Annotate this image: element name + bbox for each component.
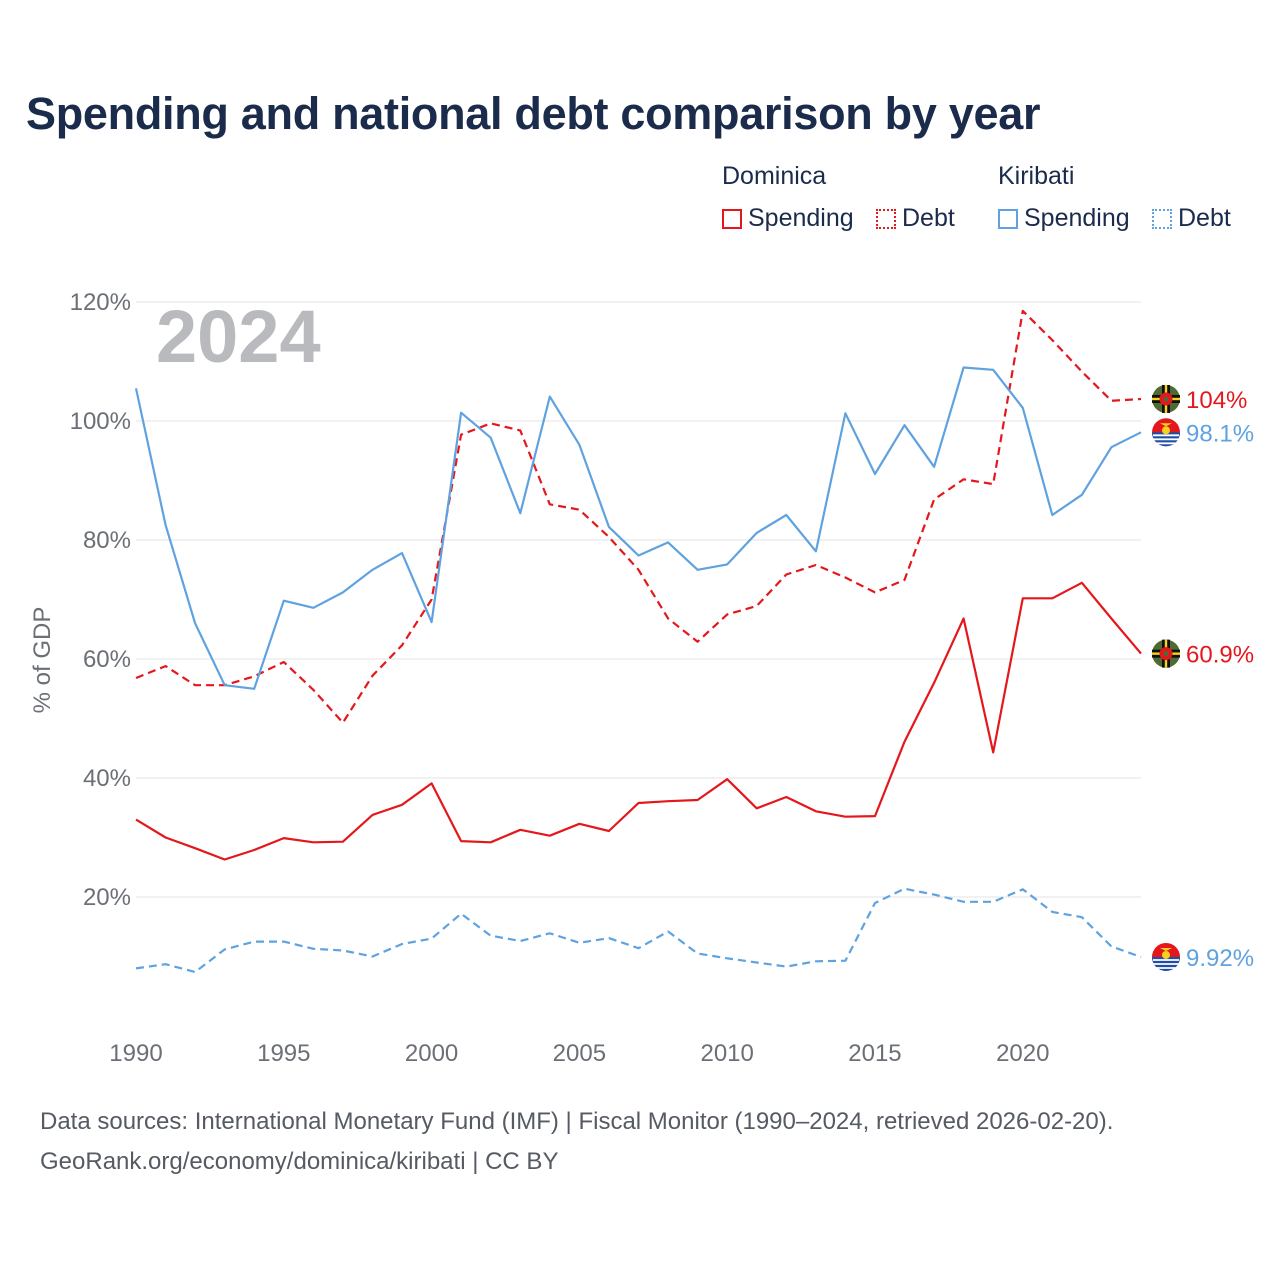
- legend-swatch-dotted: [876, 208, 896, 229]
- end-value-label: 98.1%: [1186, 420, 1254, 447]
- legend-item-label: Debt: [1178, 204, 1231, 232]
- legend-item-label: Spending: [748, 204, 854, 232]
- y-tick-label: 120%: [70, 289, 131, 316]
- flag-parrot: [1163, 651, 1169, 657]
- y-tick-label: 80%: [83, 527, 131, 554]
- flag-sun: [1162, 426, 1170, 435]
- legend-kiribati-spending[interactable]: Spending: [998, 204, 1130, 233]
- kiribati-debt-line: [135, 887, 1142, 974]
- legend-swatch-solid: [722, 208, 742, 229]
- x-tick-label: 2010: [700, 1040, 753, 1067]
- y-axis-ticks: 20% 40% 60% 80% 100% 120%: [70, 289, 131, 911]
- legend-swatch-solid: [998, 208, 1018, 229]
- legend-item-label: Spending: [1024, 204, 1130, 232]
- year-watermark: 2024: [156, 295, 321, 378]
- series: [134, 309, 1142, 974]
- page-title: Spending and national debt comparison by…: [26, 88, 1041, 139]
- end-value-label: 60.9%: [1186, 642, 1254, 669]
- x-tick-label: 2000: [405, 1040, 458, 1067]
- end-value-label: 9.92%: [1186, 945, 1254, 972]
- legend-kiribati-title: Kiribati: [998, 162, 1075, 190]
- x-tick-label: 2005: [553, 1040, 606, 1067]
- end-marker: [1152, 418, 1181, 447]
- flag-bird: [1160, 423, 1172, 427]
- flag-parrot: [1163, 396, 1169, 402]
- footer-source: Data sources: International Monetary Fun…: [40, 1108, 1114, 1135]
- legend-kiribati: Kiribati Spending Debt: [998, 162, 1258, 242]
- footer-link: GeoRank.org/economy/dominica/kiribati | …: [40, 1148, 559, 1175]
- flag-bird: [1160, 947, 1172, 951]
- dominica-spending-line: [135, 581, 1142, 861]
- legend-dominica: Dominica Spending Debt: [722, 162, 982, 242]
- x-axis-ticks: 1990 1995 2000 2005 2010 2015 2020: [109, 1040, 1049, 1067]
- legend-dominica-title: Dominica: [722, 162, 827, 190]
- x-tick-label: 2015: [848, 1040, 901, 1067]
- y-tick-label: 40%: [83, 765, 131, 792]
- y-tick-label: 100%: [70, 408, 131, 435]
- legend-item-label: Debt: [902, 204, 955, 232]
- legend-kiribati-debt[interactable]: Debt: [1152, 204, 1231, 233]
- kiribati-spending-line: [134, 366, 1142, 690]
- dominica-debt-line: [135, 309, 1142, 724]
- x-tick-label: 2020: [996, 1040, 1049, 1067]
- end-value-label: 104%: [1186, 387, 1247, 414]
- y-tick-label: 20%: [83, 884, 131, 911]
- y-axis-label: % of GDP: [29, 607, 56, 714]
- legend-swatch-dotted: [1152, 208, 1172, 229]
- flag-sun: [1162, 950, 1170, 959]
- legend-dominica-spending[interactable]: Spending: [722, 204, 854, 233]
- end-marker: [1152, 942, 1181, 971]
- legend-dominica-debt[interactable]: Debt: [876, 204, 955, 233]
- end-marker: [1152, 639, 1180, 668]
- end-marker: [1152, 384, 1180, 413]
- x-tick-label: 1990: [109, 1040, 162, 1067]
- y-tick-label: 60%: [83, 646, 131, 673]
- end-markers: 60.9% 104% 98.1% 9.92%: [1152, 384, 1254, 972]
- grid: [136, 301, 1141, 898]
- x-tick-label: 1995: [257, 1040, 310, 1067]
